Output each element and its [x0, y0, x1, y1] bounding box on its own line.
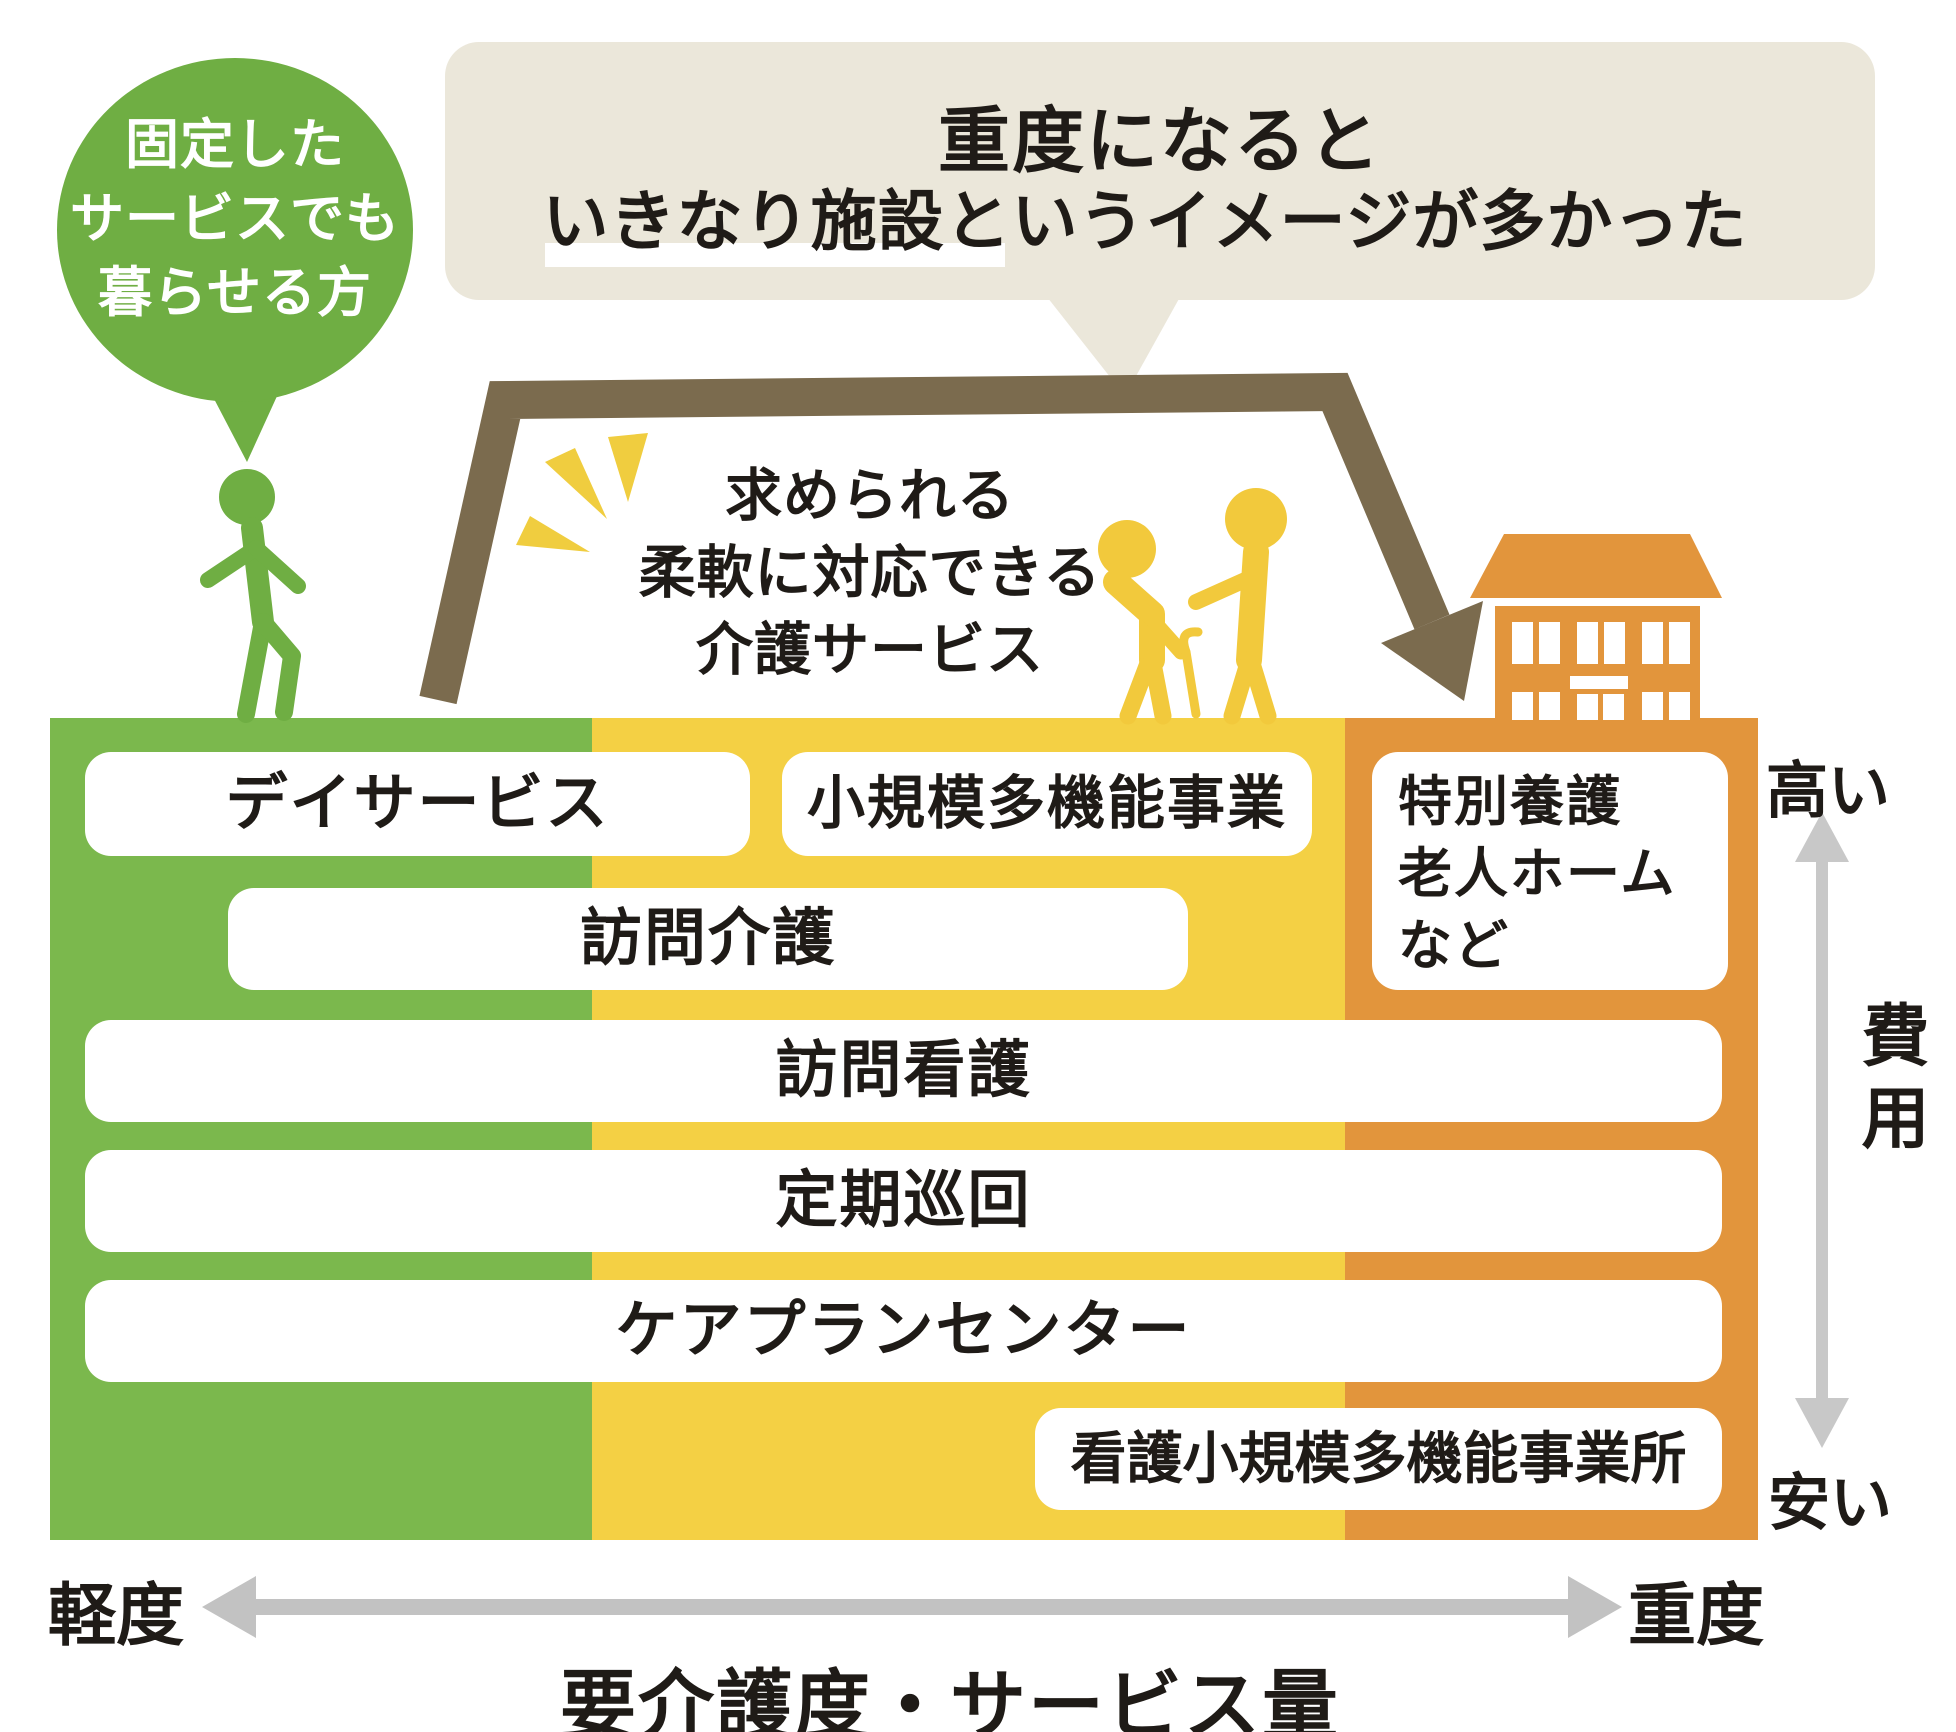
emphasis-sparkle-icon	[516, 433, 648, 552]
severity-axis-arrow	[202, 1576, 1622, 1638]
note-line: 介護サービス	[696, 618, 1044, 682]
service-label-line: 特別養護	[1398, 772, 1622, 832]
service-label: 小規模多機能事業	[806, 771, 1287, 836]
beige-bubble-tail	[1040, 288, 1185, 396]
note-line: 柔軟に対応できる	[638, 541, 1102, 605]
green-speech-bubble	[57, 58, 413, 402]
note-line: 求められる	[725, 464, 1015, 528]
service-label-line: 老人ホーム	[1398, 844, 1677, 904]
service-label: デイサービス	[225, 769, 610, 838]
green-bubble-line: サービスでも	[70, 189, 400, 249]
service-bar-day-service: デイサービス	[85, 752, 750, 856]
title-line1: 重度になると	[937, 102, 1382, 182]
service-bar-home-visit-care: 訪問介護	[228, 888, 1188, 990]
title-line2: いきなり施設というイメージが多かった	[542, 184, 1748, 258]
flexible-care-note: 求められる 柔軟に対応できる 介護サービス	[520, 458, 1220, 689]
service-label-line: など	[1398, 916, 1510, 976]
cost-low-label: 安い	[1768, 1469, 1893, 1538]
severity-right-label: 重度	[1628, 1578, 1765, 1654]
service-bar-nursing-small-multifunction: 看護小規模多機能事業所	[1035, 1408, 1722, 1510]
x-axis-label: 要介護度・サービス量	[560, 1664, 1340, 1732]
bent-arrow-icon	[419, 372, 1483, 705]
green-bubble-line: 固定した	[125, 115, 345, 175]
service-label: 定期巡回	[775, 1166, 1032, 1235]
facility-building-icon	[1470, 534, 1722, 720]
severity-left-label: 軽度	[48, 1578, 185, 1654]
title-underline-bar	[545, 243, 1005, 267]
service-bar-care-plan-center: ケアプランセンター	[85, 1280, 1722, 1382]
service-bar-periodic-patrol: 定期巡回	[85, 1150, 1722, 1252]
service-label: 訪問看護	[775, 1036, 1032, 1105]
green-bubble-text: 固定した サービスでも 暮らせる方	[60, 108, 410, 330]
cost-axis-arrow	[1795, 812, 1849, 1448]
green-bubble-line: 暮らせる方	[98, 263, 372, 323]
person-icon	[200, 469, 306, 723]
service-bar-special-nursing-home: 特別養護 老人ホーム など	[1372, 752, 1728, 990]
service-bar-small-multifunction: 小規模多機能事業	[782, 752, 1312, 856]
service-bar-home-visit-nursing: 訪問看護	[85, 1020, 1722, 1122]
service-label: 看護小規模多機能事業所	[1070, 1427, 1687, 1490]
service-label: ケアプランセンター	[615, 1296, 1192, 1365]
elderly-couple-icon	[1098, 488, 1287, 725]
cost-axis-label: 費用	[1851, 1000, 1927, 1164]
cost-high-label: 高い	[1766, 757, 1891, 826]
service-label: 訪問介護	[579, 904, 836, 973]
